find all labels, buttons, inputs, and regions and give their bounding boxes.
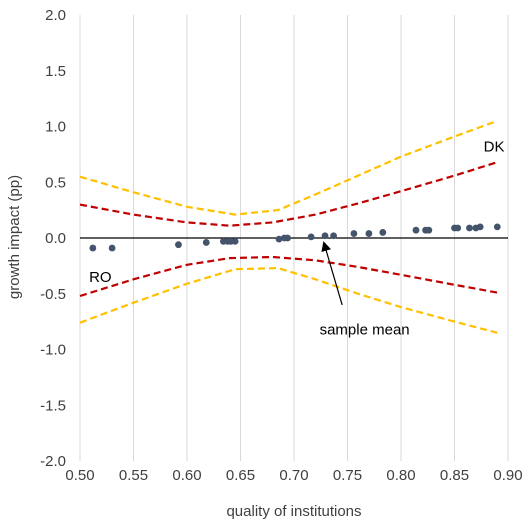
data-point: [231, 237, 239, 245]
data-point: [284, 234, 291, 242]
x-tick-label: 0.70: [279, 467, 308, 484]
data-point: [275, 235, 283, 243]
yellow-band-line: [79, 266, 498, 334]
x-tick-label: 0.75: [333, 467, 362, 484]
y-axis-title: growth impact (pp): [6, 175, 23, 299]
y-tick-label: 1.5: [45, 63, 66, 80]
data-point: [108, 244, 116, 252]
data-point: [89, 244, 97, 252]
y-tick-label: -1.5: [40, 397, 66, 414]
data-point: [307, 233, 315, 241]
red-band-line: [79, 161, 498, 227]
red-band-line: [79, 255, 498, 298]
y-tick-label: -0.5: [40, 286, 66, 303]
x-tick-label: 0.60: [172, 467, 201, 484]
ro-label: RO: [89, 269, 112, 286]
data-point: [454, 224, 462, 232]
y-tick-label: 1.0: [45, 119, 66, 136]
sample-mean-label: sample mean: [320, 321, 410, 338]
data-point: [202, 239, 210, 246]
data-point: [412, 226, 420, 234]
data-point: [330, 232, 337, 240]
data-point: [493, 223, 501, 231]
x-tick-label: 0.90: [493, 467, 522, 484]
y-tick-labels: 2.0 1.5 1.0 0.5 0.0 -0.5 -1.0 -1.5 -2.0: [40, 7, 66, 470]
x-tick-label: 0.55: [119, 467, 148, 484]
x-tick-labels: 0.50 0.55 0.60 0.65 0.70 0.75 0.80 0.85 0.90: [65, 467, 522, 484]
annotations: DK RO sample mean: [89, 139, 504, 339]
y-tick-label: -1.0: [40, 342, 66, 359]
y-tick-label: 2.0: [45, 7, 66, 24]
y-tick-label: -2.0: [40, 453, 66, 470]
data-point: [379, 229, 387, 236]
data-point: [321, 232, 329, 240]
data-point: [476, 223, 484, 231]
x-tick-label: 0.80: [386, 467, 415, 484]
data-point: [425, 226, 433, 234]
data-point: [350, 230, 358, 237]
data-point: [365, 230, 373, 237]
data-point: [175, 241, 182, 249]
sample-mean-arrow: [321, 241, 343, 306]
data-point: [466, 224, 473, 232]
dk-label: DK: [484, 139, 505, 156]
x-tick-label: 0.85: [440, 467, 469, 484]
y-tick-label: 0.5: [45, 174, 66, 191]
data-points: [89, 223, 501, 252]
y-tick-label: 0.0: [45, 230, 66, 247]
confidence-band-lines: [79, 119, 498, 334]
x-tick-label: 0.65: [226, 467, 255, 484]
x-tick-label: 0.50: [65, 467, 94, 484]
yellow-band-line: [79, 119, 498, 216]
x-axis-title: quality of institutions: [226, 503, 361, 520]
